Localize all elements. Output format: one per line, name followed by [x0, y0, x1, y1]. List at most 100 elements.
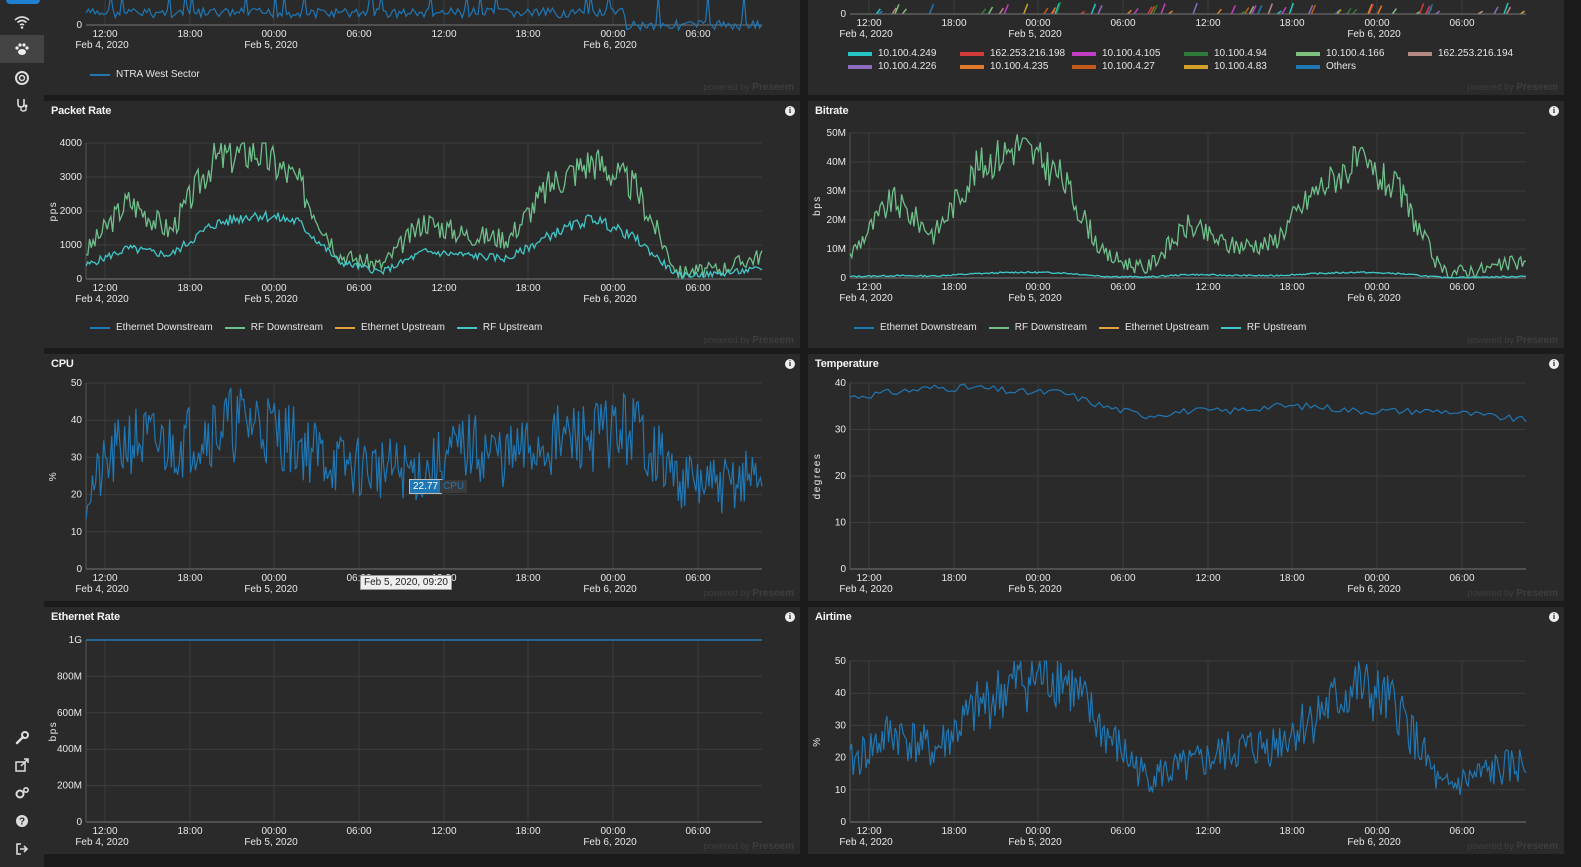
x-tick-label: 18:00 — [941, 282, 966, 293]
legend-item[interactable]: RF Upstream — [456, 322, 542, 333]
series-line — [85, 0, 763, 32]
top-right-legend: 10.100.4.249 162.253.216.198 10.100.4.105 1… — [848, 48, 1520, 72]
y-tick-label: 30 — [835, 425, 847, 436]
info-icon[interactable]: i — [785, 359, 795, 369]
legend-item[interactable]: Ethernet Downstream — [90, 322, 213, 333]
x-tick-label: 12:00 — [1195, 18, 1220, 29]
legend-item[interactable]: RF Upstream — [1220, 322, 1306, 333]
x-tick-label: 06:00 — [346, 826, 371, 837]
legend-swatch — [1296, 64, 1320, 69]
x-tick-label: 06:00 — [1449, 18, 1474, 29]
tooltip-series: CPU — [440, 480, 468, 493]
y-tick-label: 20 — [835, 471, 847, 482]
stacked-area-mark — [1352, 8, 1358, 15]
stacked-area-mark — [1097, 5, 1103, 15]
legend-item[interactable]: NTRA West Sector — [90, 69, 200, 80]
stacked-area-mark — [1288, 2, 1295, 15]
x-date-label: Feb 4, 2020 — [75, 294, 129, 305]
lifebuoy-icon[interactable] — [10, 68, 34, 88]
series-line-rf-downstream — [849, 134, 1527, 279]
legend-item[interactable]: 10.100.4.105 — [1072, 48, 1184, 59]
y-tick-label: 0 — [76, 20, 82, 31]
y-tick-label: 40 — [835, 378, 847, 389]
panel-cpu: CPU i 0102030405012:0018:0000:0006:0012:… — [44, 354, 800, 601]
x-tick-label: 12:00 — [1195, 573, 1220, 584]
x-date-label: Feb 5, 2020 — [244, 40, 298, 51]
legend-item[interactable]: 10.100.4.94 — [1184, 48, 1296, 59]
legend-item[interactable]: RF Downstream — [224, 322, 323, 333]
stacked-area-mark — [1152, 4, 1158, 15]
legend-item[interactable]: 10.100.4.226 — [848, 61, 960, 72]
legend-item[interactable]: 10.100.4.249 — [848, 48, 960, 59]
legend-item[interactable]: 10.100.4.166 — [1296, 48, 1408, 59]
legend-swatch — [1220, 326, 1241, 329]
info-icon[interactable]: i — [785, 612, 795, 622]
x-tick-label: 06:00 — [685, 826, 710, 837]
y-tick-label: 40M — [827, 157, 846, 168]
logout-icon[interactable] — [10, 839, 34, 859]
info-icon[interactable]: i — [1549, 359, 1559, 369]
top-right-chart: 0 12:00 18:00 00:00 06:00 12:00 18:00 00:00 06:0… — [839, 0, 1526, 40]
help-icon[interactable]: ? — [10, 811, 34, 831]
x-tick-label: 00:00 — [261, 29, 286, 40]
stacked-area-mark — [1493, 6, 1499, 15]
stacked-area-mark — [1050, 7, 1057, 15]
legend-item[interactable]: Ethernet Upstream — [1098, 322, 1209, 333]
info-icon[interactable]: i — [1549, 612, 1559, 622]
x-date-label: Feb 6, 2020 — [1347, 29, 1401, 40]
x-tick-label: 12:00 — [431, 283, 456, 294]
y-tick-label: 4000 — [60, 138, 83, 149]
share-icon[interactable] — [10, 755, 34, 775]
legend-label: 10.100.4.94 — [1214, 48, 1267, 59]
x-tick-label: 06:00 — [346, 573, 371, 584]
x-tick-label: 12:00 — [92, 29, 117, 40]
gears-icon[interactable] — [10, 783, 34, 803]
wifi-icon[interactable] — [10, 12, 34, 32]
powered-by: powered by Preseem — [703, 82, 794, 93]
legend-swatch — [224, 326, 245, 329]
y-tick-label: 200M — [57, 781, 82, 792]
panel-title: Bitrate — [815, 105, 849, 117]
x-tick-label: 18:00 — [177, 573, 202, 584]
cpu-chart[interactable]: 0102030405012:0018:0000:0006:0012:0018:0… — [44, 354, 800, 601]
panel-top-left: 0 12:00 18:00 00:00 06:00 12:00 18:00 00:00 06:0… — [44, 0, 800, 95]
stacked-area-mark — [1160, 3, 1166, 15]
legend-item[interactable]: 10.100.4.83 — [1184, 61, 1296, 72]
x-tick-label: 18:00 — [515, 573, 540, 584]
paw-icon[interactable] — [0, 35, 44, 63]
x-date-label: Feb 6, 2020 — [1347, 584, 1401, 595]
panel-title: Ethernet Rate — [51, 611, 120, 623]
stethoscope-icon[interactable] — [10, 95, 34, 115]
info-icon[interactable]: i — [1549, 106, 1559, 116]
x-date-label: Feb 6, 2020 — [583, 584, 637, 595]
x-tick-label: 12:00 — [431, 29, 456, 40]
legend-item[interactable]: 10.100.4.27 — [1072, 61, 1184, 72]
y-tick-label: 50M — [827, 128, 846, 139]
legend-label: 10.100.4.166 — [1326, 48, 1385, 59]
legend-swatch — [1184, 51, 1208, 56]
stacked-area-mark — [1368, 3, 1374, 15]
legend-item[interactable]: 162.253.216.198 — [960, 48, 1072, 59]
legend-item[interactable]: 10.100.4.235 — [960, 61, 1072, 72]
series-line-cpu — [85, 387, 763, 519]
legend-label: 10.100.4.226 — [878, 61, 937, 72]
x-tick-label: 06:00 — [1449, 826, 1474, 837]
legend-item[interactable]: Others — [1296, 61, 1408, 72]
x-tick-label: 06:00 — [1449, 573, 1474, 584]
stacked-area-mark — [877, 10, 883, 15]
legend-swatch — [456, 326, 477, 329]
y-tick-label: 3000 — [60, 172, 83, 183]
bitrate-chart: 0 10M 20M 30M 40M 50M 12:00 18:00 00:00 06:00 12:0… — [812, 128, 1527, 304]
x-date-label: Feb 4, 2020 — [839, 584, 893, 595]
legend-item[interactable]: Ethernet Downstream — [854, 322, 977, 333]
legend-item[interactable]: Ethernet Upstream — [334, 322, 445, 333]
y-axis-label: bps — [812, 195, 823, 216]
x-tick-label: 12:00 — [431, 826, 456, 837]
x-date-label: Feb 4, 2020 — [839, 837, 893, 848]
legend-item[interactable]: 162.253.216.194 — [1408, 48, 1520, 59]
wrench-icon[interactable] — [10, 728, 34, 748]
x-date-label: Feb 4, 2020 — [75, 40, 129, 51]
legend-item[interactable]: RF Downstream — [988, 322, 1087, 333]
info-icon[interactable]: i — [785, 106, 795, 116]
x-tick-label: 00:00 — [1364, 826, 1389, 837]
